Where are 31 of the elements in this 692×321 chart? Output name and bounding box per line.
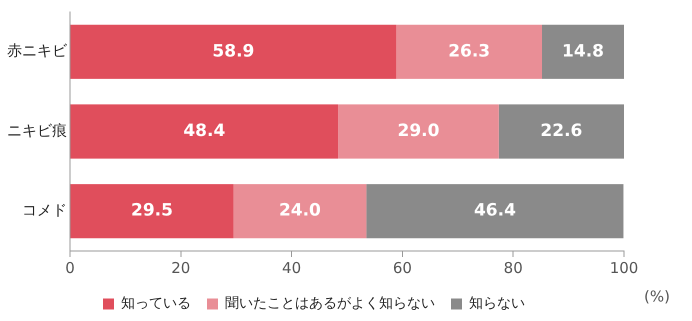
x-tick-label: 40 [282,258,302,277]
text: 48.4 [183,120,226,141]
text: 14.8 [562,41,604,62]
bar [70,104,338,159]
text: 26.3 [448,41,490,62]
x-tick-label: 20 [171,258,190,277]
text: 29.0 [397,120,440,141]
bar [498,104,624,159]
y-tick-label: コメド [22,201,67,220]
x-tick-label: 0 [65,258,75,277]
y-tick-label: 赤ニキビ [7,42,68,60]
text: 58.9 [212,41,254,62]
legend-label: 知っている [121,296,191,312]
bar [542,24,624,79]
bar [396,24,542,79]
x-axis-title: (%) [644,287,670,306]
text: 24.0 [278,200,321,221]
legend-label: 知らない [469,296,525,312]
bar [338,104,499,159]
text: 46.4 [474,200,516,221]
bar [233,184,366,238]
x-tick-label: 100 [610,258,638,277]
y-tick-label: ニキビ痕 [7,121,67,140]
bar [366,184,624,238]
legend-label: 聞いたことはあるがよく知らない [225,296,435,312]
text: 22.6 [540,120,582,141]
x-tick-label: 60 [392,258,412,277]
bar [70,184,234,238]
x-tick-label: 80 [504,258,523,277]
text: 29.5 [130,200,173,221]
bar [70,24,396,79]
